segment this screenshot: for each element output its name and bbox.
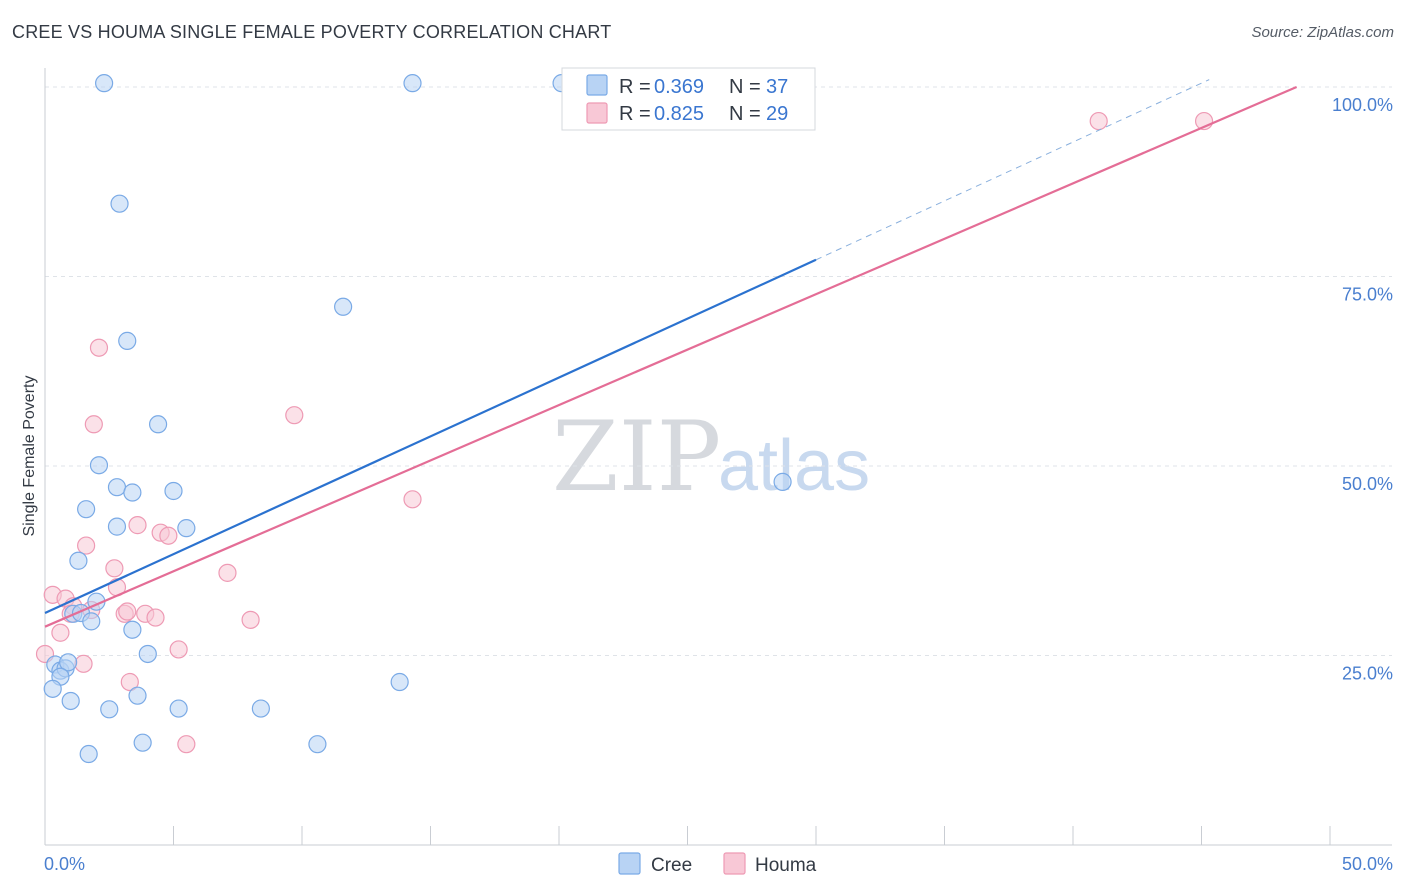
- correlation-legend: R = 0.369 N = 37 R = 0.825 N = 29: [561, 67, 816, 131]
- cree-point: [89, 456, 109, 475]
- cree-point: [118, 331, 137, 350]
- cree-point: [107, 517, 127, 536]
- y-tick-label: 25.0%: [1342, 663, 1393, 683]
- series-legend-swatch-cree: [618, 852, 641, 875]
- cree-point: [169, 699, 188, 718]
- y-tick-labels: 25.0% 50.0% 75.0% 100.0%: [1332, 95, 1393, 684]
- legend-cree-n-value: 37: [766, 76, 788, 98]
- cree-point: [128, 686, 147, 705]
- y-tick-label: 50.0%: [1342, 474, 1393, 494]
- grid: [45, 86, 1392, 656]
- cree-point: [59, 653, 78, 672]
- cree-point: [138, 644, 157, 664]
- series-cree-points: [43, 74, 792, 764]
- y-tick-label: 75.0%: [1342, 284, 1393, 304]
- cree-point: [334, 297, 353, 316]
- houma-point: [146, 608, 165, 627]
- houma-point: [285, 406, 304, 425]
- houma-point: [403, 490, 422, 509]
- cree-point: [148, 415, 168, 434]
- cree-point: [123, 620, 142, 639]
- legend-houma-r-label: R =: [619, 103, 651, 125]
- x-tick-label-max: 50.0%: [1342, 854, 1393, 874]
- houma-point: [169, 640, 188, 659]
- cree-point: [95, 74, 114, 93]
- houma-point: [84, 415, 103, 434]
- x-tick-label-min: 0.0%: [44, 854, 85, 874]
- houma-trend-line: [44, 85, 1298, 628]
- houma-point: [241, 610, 260, 629]
- trend-lines: [44, 79, 1298, 628]
- y-tick-label: 100.0%: [1332, 95, 1393, 115]
- watermark: ZIP atlas: [552, 401, 870, 513]
- houma-point: [159, 526, 178, 545]
- series-legend: Cree Houma: [618, 852, 817, 876]
- cree-trend-line: [44, 258, 817, 615]
- houma-point: [177, 735, 196, 754]
- cree-point: [133, 733, 152, 752]
- cree-point: [403, 74, 422, 93]
- cree-point: [123, 483, 142, 502]
- y-axis-label: Single Female Poverty: [21, 376, 38, 537]
- houma-point: [1089, 111, 1108, 131]
- cree-point: [177, 519, 196, 538]
- cree-point: [308, 735, 327, 754]
- houma-point: [51, 623, 70, 642]
- houma-point: [105, 559, 124, 578]
- cree-trend-extension: [815, 79, 1210, 261]
- legend-swatch-cree: [586, 74, 608, 96]
- series-legend-label-houma: Houma: [755, 855, 817, 876]
- houma-point: [128, 516, 147, 535]
- legend-cree-r-label: R =: [619, 76, 651, 98]
- cree-point: [79, 744, 98, 764]
- cree-point: [82, 612, 101, 631]
- cree-point: [107, 478, 127, 497]
- series-legend-swatch-houma: [723, 852, 746, 875]
- legend-cree-n-label: N =: [729, 76, 761, 98]
- x-tick-marks: [44, 826, 1331, 845]
- cree-point: [773, 472, 792, 491]
- chart-source: Source: ZipAtlas.com: [1251, 24, 1394, 41]
- houma-point: [77, 536, 96, 555]
- cree-point: [43, 679, 62, 698]
- legend-houma-n-value: 29: [766, 103, 788, 125]
- legend-houma-n-label: N =: [729, 103, 761, 125]
- houma-point: [218, 563, 237, 582]
- cree-point: [69, 551, 88, 570]
- watermark-zip: ZIP: [552, 401, 721, 513]
- cree-point: [100, 700, 119, 719]
- houma-point: [120, 672, 139, 692]
- cree-point: [110, 194, 129, 213]
- chart-title: CREE VS HOUMA SINGLE FEMALE POVERTY CORR…: [12, 22, 612, 42]
- legend-swatch-houma: [586, 102, 608, 124]
- houma-point: [118, 602, 137, 621]
- houma-point: [74, 654, 93, 673]
- series-legend-label-cree: Cree: [651, 855, 692, 876]
- cree-point: [77, 500, 96, 519]
- legend-houma-r-value: 0.825: [654, 103, 704, 125]
- legend-cree-r-value: 0.369: [654, 76, 704, 98]
- cree-point: [251, 699, 270, 718]
- cree-point: [164, 481, 183, 501]
- cree-point: [390, 672, 409, 692]
- houma-point: [89, 338, 109, 357]
- cree-point: [61, 691, 80, 711]
